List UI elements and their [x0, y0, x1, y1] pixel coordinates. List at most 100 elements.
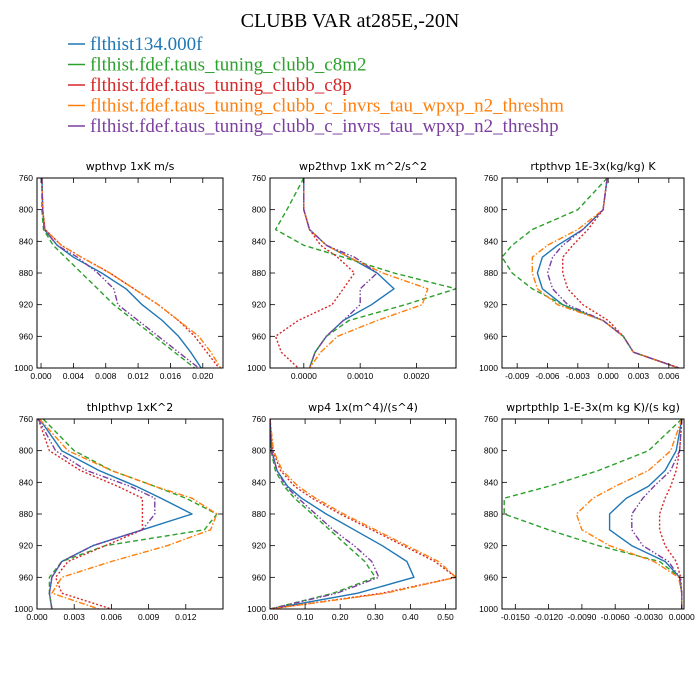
y-tick-label: 960: [484, 331, 498, 341]
x-tick-label: 0.50: [437, 612, 454, 622]
x-tick-label: 0.20: [332, 612, 349, 622]
series-line: [38, 419, 193, 609]
y-tick-label: 880: [484, 509, 498, 519]
x-tick-label: 0.012: [127, 371, 149, 381]
x-tick-label: 0.006: [658, 371, 680, 381]
x-tick-label: 0.0000: [669, 612, 695, 622]
x-tick-label: 0.40: [402, 612, 419, 622]
y-tick-label: 960: [19, 572, 33, 582]
legend-entry: flthist.fdef.taus_tuning_clubb_c8p: [68, 75, 352, 96]
series-line: [303, 178, 378, 368]
y-tick-label: 880: [252, 268, 266, 278]
series-line: [270, 419, 415, 609]
y-tick-label: 840: [19, 477, 33, 487]
y-tick-label: 880: [484, 268, 498, 278]
y-tick-label: 760: [252, 173, 266, 183]
series-line: [608, 419, 683, 609]
y-tick-label: 960: [19, 331, 33, 341]
x-tick-label: -0.0120: [534, 612, 563, 622]
y-tick-label: 800: [252, 205, 266, 215]
y-tick-label: 800: [484, 205, 498, 215]
panel: wprtpthlp 1-E-3x(m kg K)/(s kg) 760 800 840…: [479, 401, 695, 622]
legend: flthist134.000fflthist.fdef.taus_tuning_…: [68, 34, 564, 137]
y-tick-label: 920: [484, 541, 498, 551]
y-tick-label: 920: [19, 300, 33, 310]
y-tick-label: 960: [252, 331, 266, 341]
panel: wp2thvp 1xK m^2/s^2 760 800 840 880 920 960 100…: [247, 160, 457, 381]
figure-title: CLUBB VAR at285E,-20N: [241, 10, 460, 32]
panel-frame: [269, 177, 457, 369]
x-tick-label: 0.0020: [404, 371, 430, 381]
series-line: [270, 419, 456, 609]
series-line: [41, 178, 202, 368]
series-line: [502, 178, 680, 368]
x-tick-label: 0.012: [175, 612, 197, 622]
y-tick-label: 760: [19, 414, 33, 424]
y-tick-label: 920: [252, 541, 266, 551]
panel-frame: [501, 418, 685, 610]
y-tick-label: 880: [19, 509, 33, 519]
y-tick-label: 840: [19, 236, 33, 246]
plot-area: [274, 178, 456, 368]
x-tick-label: 0.10: [297, 612, 314, 622]
plot-area: [503, 419, 683, 609]
x-tick-label: 0.30: [367, 612, 384, 622]
x-tick-label: -0.0090: [567, 612, 596, 622]
series-line: [536, 178, 680, 368]
y-tick-label: 840: [252, 477, 266, 487]
panel-title: wp4 1x(m^4)/(s^4): [308, 401, 418, 414]
y-tick-label: 1000: [479, 604, 498, 614]
y-tick-label: 920: [19, 541, 33, 551]
series-line: [303, 178, 429, 368]
y-tick-label: 760: [484, 173, 498, 183]
y-tick-label: 800: [252, 446, 266, 456]
y-tick-label: 760: [19, 173, 33, 183]
legend-label: flthist.fdef.taus_tuning_clubb_c8m2: [90, 55, 367, 76]
panel: rtpthvp 1E-3x(kg/kg) K 760 800 840 880 920 960…: [479, 160, 685, 381]
x-tick-label: -0.003: [566, 371, 590, 381]
y-tick-label: 1000: [14, 363, 33, 373]
series-line: [546, 178, 680, 368]
series-line: [303, 178, 395, 368]
plot-area: [270, 419, 456, 609]
x-tick-label: 0.00: [262, 612, 279, 622]
legend-label: flthist.fdef.taus_tuning_clubb_c_invrs_t…: [90, 116, 559, 137]
series-line: [274, 178, 356, 368]
x-tick-label: 0.0000: [291, 371, 317, 381]
series-line: [41, 178, 222, 368]
series-line: [658, 419, 683, 609]
panels: wpthvp 1xK m/s 760 800 840 880 920 960 1000 0.00…: [14, 160, 695, 622]
plot-area: [41, 178, 222, 368]
series-line: [270, 419, 380, 609]
series-line: [41, 178, 220, 368]
y-tick-label: 1000: [479, 363, 498, 373]
panel-title: wpthvp 1xK m/s: [86, 160, 175, 173]
legend-label: flthist.fdef.taus_tuning_clubb_c8p: [90, 75, 352, 96]
panel-title: wp2thvp 1xK m^2/s^2: [299, 160, 427, 173]
y-tick-label: 920: [252, 300, 266, 310]
y-tick-label: 840: [252, 236, 266, 246]
panel-title: wprtpthlp 1-E-3x(m kg K)/(s kg): [506, 401, 680, 414]
x-tick-label: 0.020: [192, 371, 214, 381]
y-tick-label: 960: [252, 572, 266, 582]
x-tick-label: -0.0150: [501, 612, 530, 622]
x-tick-label: -0.0060: [601, 612, 630, 622]
panel-title: rtpthvp 1E-3x(kg/kg) K: [530, 160, 656, 173]
x-tick-label: -0.009: [505, 371, 529, 381]
series-line: [37, 419, 144, 609]
legend-entry: flthist.fdef.taus_tuning_clubb_c8m2: [68, 55, 367, 76]
legend-entry: flthist.fdef.taus_tuning_clubb_c_invrs_t…: [68, 96, 564, 117]
series-line: [41, 178, 200, 368]
plot-area: [37, 419, 218, 609]
x-tick-label: 0.0010: [347, 371, 373, 381]
panel-frame: [269, 418, 457, 610]
panel: thlpthvp 1xK^276080084088092096010000.00…: [14, 401, 224, 622]
series-line: [631, 419, 683, 609]
series-line: [41, 178, 196, 368]
series-line: [270, 419, 376, 609]
y-tick-label: 800: [19, 205, 33, 215]
y-tick-label: 1000: [14, 604, 33, 614]
plot-area: [502, 178, 680, 368]
legend-label: flthist134.000f: [90, 34, 203, 55]
